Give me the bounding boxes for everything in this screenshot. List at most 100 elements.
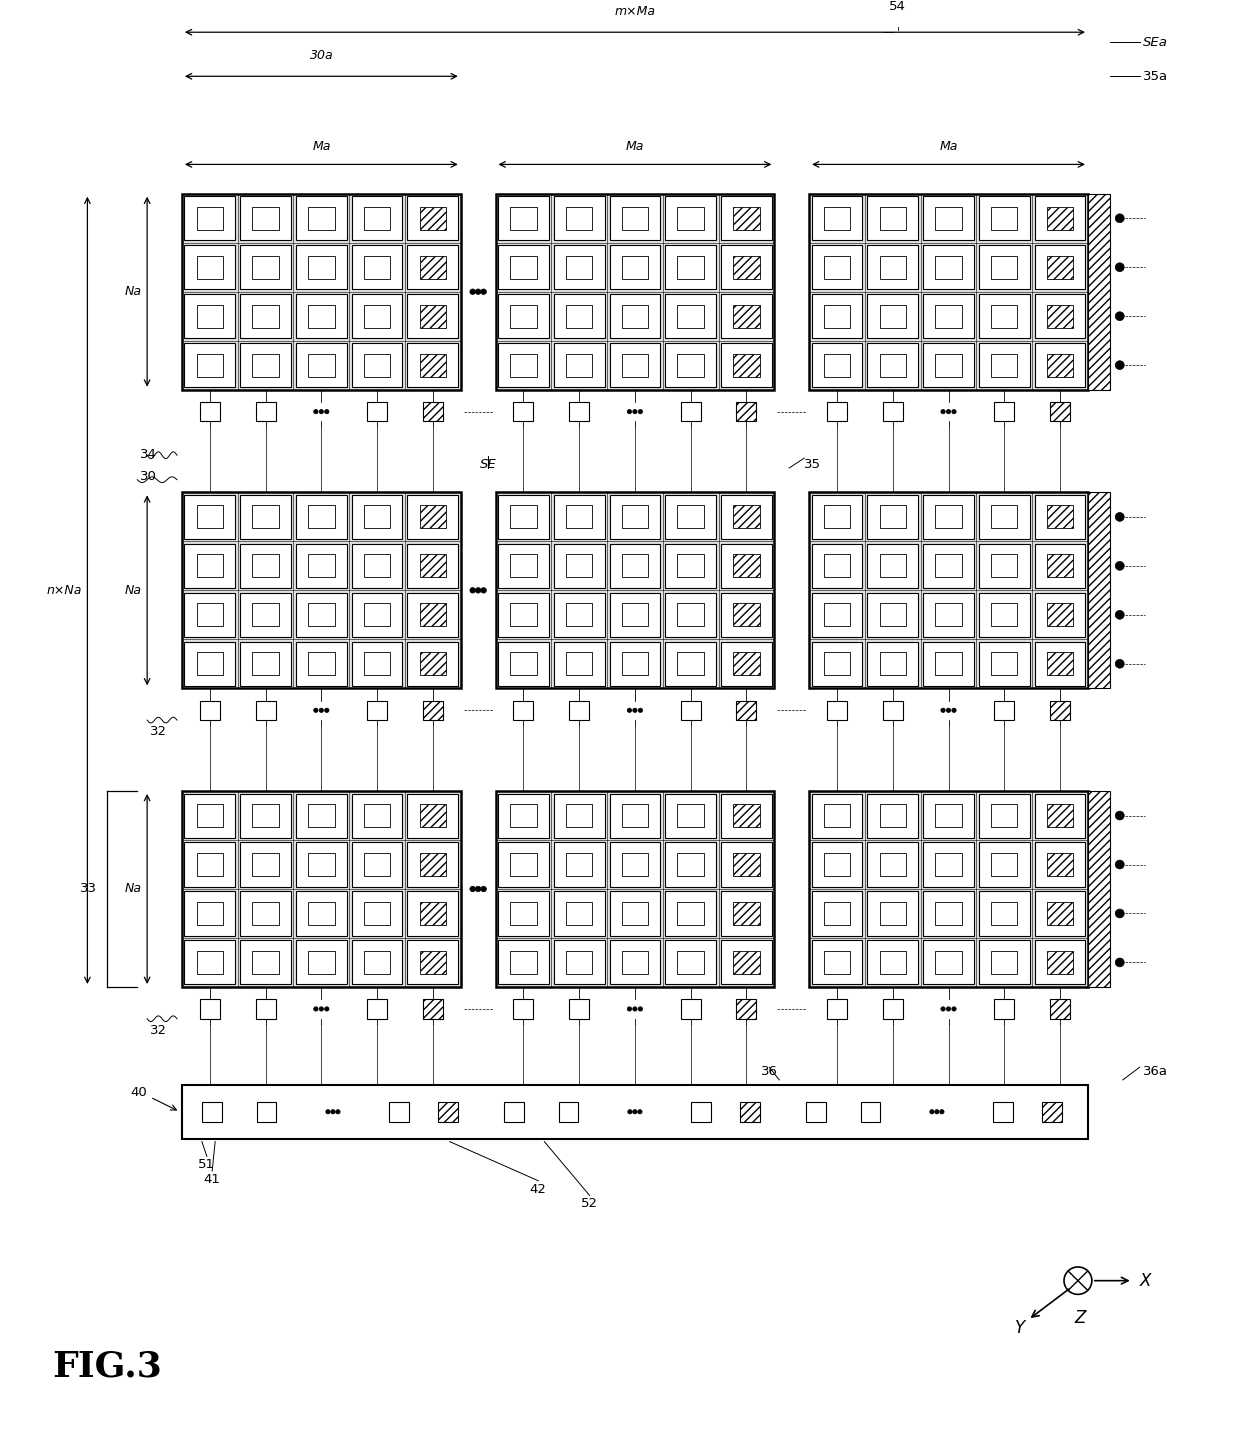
Bar [733, 951, 760, 974]
Bar [408, 592, 459, 637]
Bar [569, 998, 589, 1019]
Bar [935, 256, 962, 279]
Bar [812, 197, 862, 240]
Bar [677, 555, 704, 578]
Bar [810, 493, 1087, 688]
Bar [935, 604, 962, 626]
Circle shape [946, 1007, 951, 1012]
Bar [868, 793, 918, 838]
Bar [823, 951, 851, 974]
Bar [991, 555, 1018, 578]
Bar [1047, 555, 1074, 578]
Bar [923, 793, 973, 838]
Bar [677, 652, 704, 675]
Bar [419, 853, 446, 876]
Circle shape [639, 708, 642, 712]
Bar [241, 295, 291, 338]
Bar [666, 642, 715, 686]
Bar [309, 902, 335, 925]
Bar [812, 892, 862, 935]
Circle shape [627, 1007, 631, 1012]
Bar [200, 701, 219, 720]
Bar [296, 494, 347, 539]
Circle shape [1115, 214, 1125, 223]
Bar [733, 354, 760, 377]
Bar [253, 305, 279, 328]
Text: 30a: 30a [310, 49, 334, 62]
Bar [182, 790, 461, 987]
Bar [565, 256, 593, 279]
Circle shape [481, 289, 486, 295]
Circle shape [935, 1110, 939, 1114]
Bar [200, 402, 219, 422]
Bar [879, 555, 906, 578]
Bar [823, 604, 851, 626]
Text: SEa: SEa [1142, 36, 1168, 49]
Bar [185, 592, 236, 637]
Bar [733, 506, 760, 529]
Bar [666, 842, 715, 887]
Bar [681, 701, 701, 720]
Bar [923, 342, 973, 387]
Bar [182, 194, 461, 390]
Bar [565, 853, 593, 876]
Bar [720, 592, 771, 637]
Bar [666, 295, 715, 338]
Text: 54: 54 [889, 0, 906, 13]
Bar [296, 295, 347, 338]
Bar [185, 842, 236, 887]
Circle shape [627, 409, 631, 413]
Bar [554, 842, 605, 887]
Bar [666, 197, 715, 240]
Bar [408, 494, 459, 539]
Bar [419, 305, 446, 328]
Bar [827, 402, 847, 422]
Circle shape [319, 1007, 324, 1012]
Bar [554, 642, 605, 686]
Circle shape [952, 708, 956, 712]
Bar [185, 543, 236, 588]
Circle shape [1115, 263, 1125, 272]
Bar [554, 342, 605, 387]
Bar [991, 354, 1018, 377]
Bar [991, 853, 1018, 876]
Bar [823, 305, 851, 328]
Bar [733, 652, 760, 675]
Bar [994, 701, 1014, 720]
Bar [363, 256, 391, 279]
Circle shape [1115, 659, 1125, 668]
Bar [666, 941, 715, 984]
Bar [681, 998, 701, 1019]
Circle shape [314, 1007, 317, 1012]
Bar [197, 951, 223, 974]
Circle shape [941, 409, 945, 413]
Bar [296, 246, 347, 289]
Bar [666, 342, 715, 387]
Circle shape [632, 409, 637, 413]
Bar [812, 543, 862, 588]
Bar [363, 803, 391, 827]
Bar [554, 892, 605, 935]
Circle shape [470, 289, 475, 295]
Circle shape [946, 708, 951, 712]
Bar [257, 1103, 277, 1121]
Bar [309, 256, 335, 279]
Bar [296, 842, 347, 887]
Bar [677, 951, 704, 974]
Circle shape [1115, 958, 1125, 967]
Bar [510, 803, 537, 827]
Bar [408, 842, 459, 887]
Bar [823, 803, 851, 827]
Text: 35a: 35a [1142, 69, 1168, 82]
Bar [419, 354, 446, 377]
Circle shape [627, 1110, 632, 1114]
Bar [812, 342, 862, 387]
Bar [197, 604, 223, 626]
Bar [408, 941, 459, 984]
Bar [253, 256, 279, 279]
Bar [994, 402, 1014, 422]
Bar [182, 493, 461, 688]
Bar [978, 892, 1029, 935]
Bar [621, 652, 649, 675]
Bar [823, 207, 851, 230]
